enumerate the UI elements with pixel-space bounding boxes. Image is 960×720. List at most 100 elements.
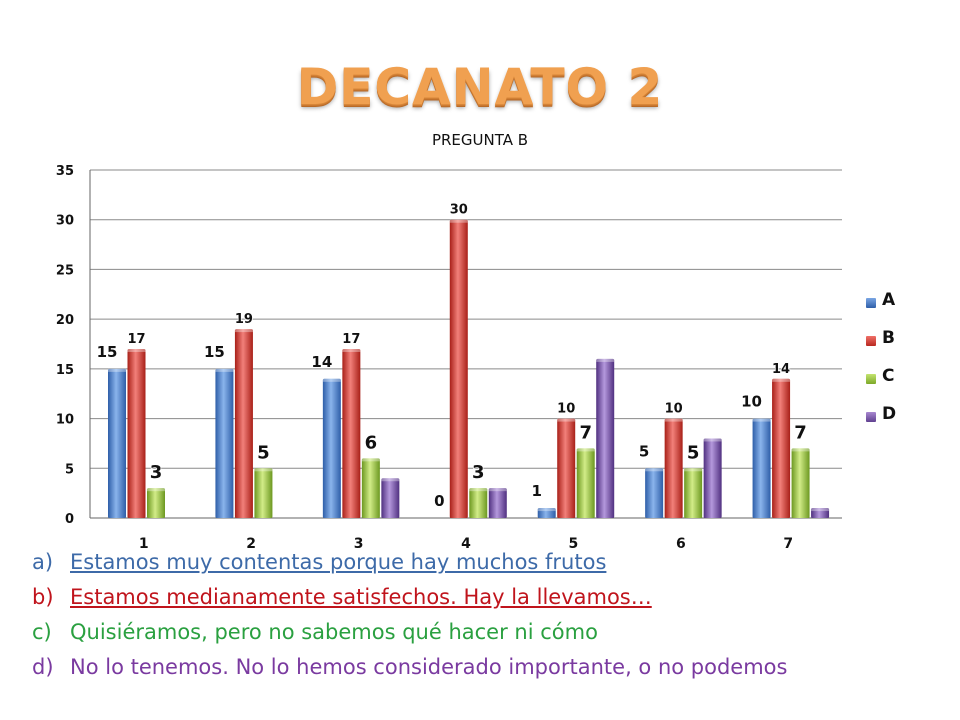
bar-b-4	[449, 219, 468, 518]
data-label-c-2: 5	[257, 442, 270, 463]
bar-top-highlight	[342, 348, 361, 352]
bar-b-6	[664, 418, 683, 518]
y-tick-label: 25	[56, 263, 74, 278]
bar-a-6	[645, 468, 664, 518]
chart-title: PREGUNTA B	[431, 131, 529, 149]
bar-a-1	[108, 368, 126, 518]
legend-label-b: B	[882, 328, 895, 348]
bar-a-5	[537, 508, 556, 518]
bar-top-highlight	[664, 418, 683, 422]
bar-top-highlight	[596, 358, 615, 362]
bar-top-highlight	[127, 348, 146, 352]
bar-b-5	[557, 418, 576, 518]
data-label-a-5: 1	[531, 482, 541, 500]
option-b-text: Estamos medianamente satisfechos. Hay la…	[70, 585, 652, 609]
legend-label-a: A	[882, 290, 896, 310]
bar-top-highlight	[381, 478, 400, 482]
option-a-text: Estamos muy contentas porque hay muchos …	[70, 550, 607, 574]
y-tick-label: 30	[56, 214, 74, 229]
y-tick-label: 35	[56, 164, 74, 179]
data-label-a-4: 0	[434, 492, 444, 510]
data-label-c-7: 7	[794, 422, 807, 443]
bar-top-highlight	[811, 508, 830, 512]
y-tick-label: 20	[56, 313, 74, 328]
bar-top-highlight	[469, 488, 488, 492]
data-label-a-3: 14	[311, 353, 332, 371]
option-c-letter: c)	[32, 620, 52, 644]
option-c-text: Quisiéramos, pero no sabemos qué hacer n…	[70, 620, 598, 644]
y-tick-label: 5	[65, 462, 74, 477]
option-d-text: No lo tenemos. No lo hemos considerado i…	[70, 655, 788, 679]
data-label-b-2: 19	[235, 312, 253, 327]
bar-top-highlight	[684, 468, 703, 472]
bar-b-7	[772, 378, 791, 518]
bar-d-3	[381, 478, 400, 518]
x-tick-label-2: 2	[246, 536, 256, 552]
x-tick-label-6: 6	[676, 536, 686, 552]
bar-top-highlight	[234, 329, 253, 333]
option-b-letter: b)	[32, 585, 54, 609]
legend-label-c: C	[882, 366, 895, 386]
bar-a-7	[752, 418, 771, 518]
bar-d-7	[811, 508, 830, 518]
bar-d-6	[703, 438, 722, 518]
data-label-c-3: 6	[365, 432, 378, 453]
bar-c-6	[684, 468, 703, 518]
bar-a-2	[215, 368, 234, 518]
bar-b-1	[127, 348, 146, 518]
bar-top-highlight	[254, 468, 273, 472]
data-label-c-5: 7	[579, 422, 592, 443]
bar-c-4	[469, 488, 488, 518]
bar-chart: 0510152025303515173115195214176303034110…	[56, 164, 842, 552]
x-tick-label-7: 7	[783, 536, 793, 552]
y-tick-label: 10	[56, 413, 74, 428]
data-label-a-7: 10	[741, 393, 762, 411]
bar-b-3	[342, 348, 361, 518]
data-label-b-6: 10	[665, 402, 683, 417]
legend-swatch-c	[866, 374, 876, 384]
option-d-letter: d)	[32, 655, 54, 679]
x-tick-label-3: 3	[354, 536, 364, 552]
bar-top-highlight	[361, 458, 380, 462]
bar-b-2	[234, 329, 253, 518]
data-label-b-7: 14	[772, 362, 790, 377]
data-label-a-2: 15	[204, 343, 225, 361]
bar-c-7	[791, 448, 810, 518]
x-tick-label-1: 1	[139, 536, 149, 552]
bar-d-5	[596, 358, 615, 518]
bar-top-highlight	[322, 378, 341, 382]
option-a-letter: a)	[32, 550, 54, 574]
bar-c-1	[147, 488, 165, 518]
legend-swatch-b	[866, 336, 876, 346]
bar-top-highlight	[557, 418, 576, 422]
bar-c-2	[254, 468, 273, 518]
data-label-c-4: 3	[472, 462, 485, 483]
bar-top-highlight	[147, 488, 165, 492]
bar-d-4	[488, 488, 507, 518]
data-label-a-6: 5	[639, 442, 649, 460]
bar-top-highlight	[488, 488, 507, 492]
bar-top-highlight	[752, 418, 771, 422]
bar-top-highlight	[645, 468, 664, 472]
bar-c-3	[361, 458, 380, 518]
slide-title: DECANATO 2	[296, 58, 664, 116]
bar-top-highlight	[537, 508, 556, 512]
data-label-b-5: 10	[557, 402, 575, 417]
bar-top-highlight	[215, 368, 234, 372]
bar-a-3	[322, 378, 341, 518]
data-label-b-3: 17	[342, 332, 360, 347]
bar-top-highlight	[772, 378, 791, 382]
legend-swatch-d	[866, 412, 876, 422]
legend-label-d: D	[882, 404, 897, 424]
x-tick-label-4: 4	[461, 536, 471, 552]
legend-swatch-a	[866, 298, 876, 308]
data-label-a-1: 15	[97, 343, 118, 361]
y-tick-label: 15	[56, 363, 74, 378]
data-label-c-6: 5	[687, 442, 700, 463]
bar-top-highlight	[703, 438, 722, 442]
data-label-b-1: 17	[127, 332, 145, 347]
y-tick-label: 0	[65, 512, 74, 527]
x-tick-label-5: 5	[569, 536, 579, 552]
bar-top-highlight	[108, 368, 126, 372]
bar-top-highlight	[576, 448, 595, 452]
